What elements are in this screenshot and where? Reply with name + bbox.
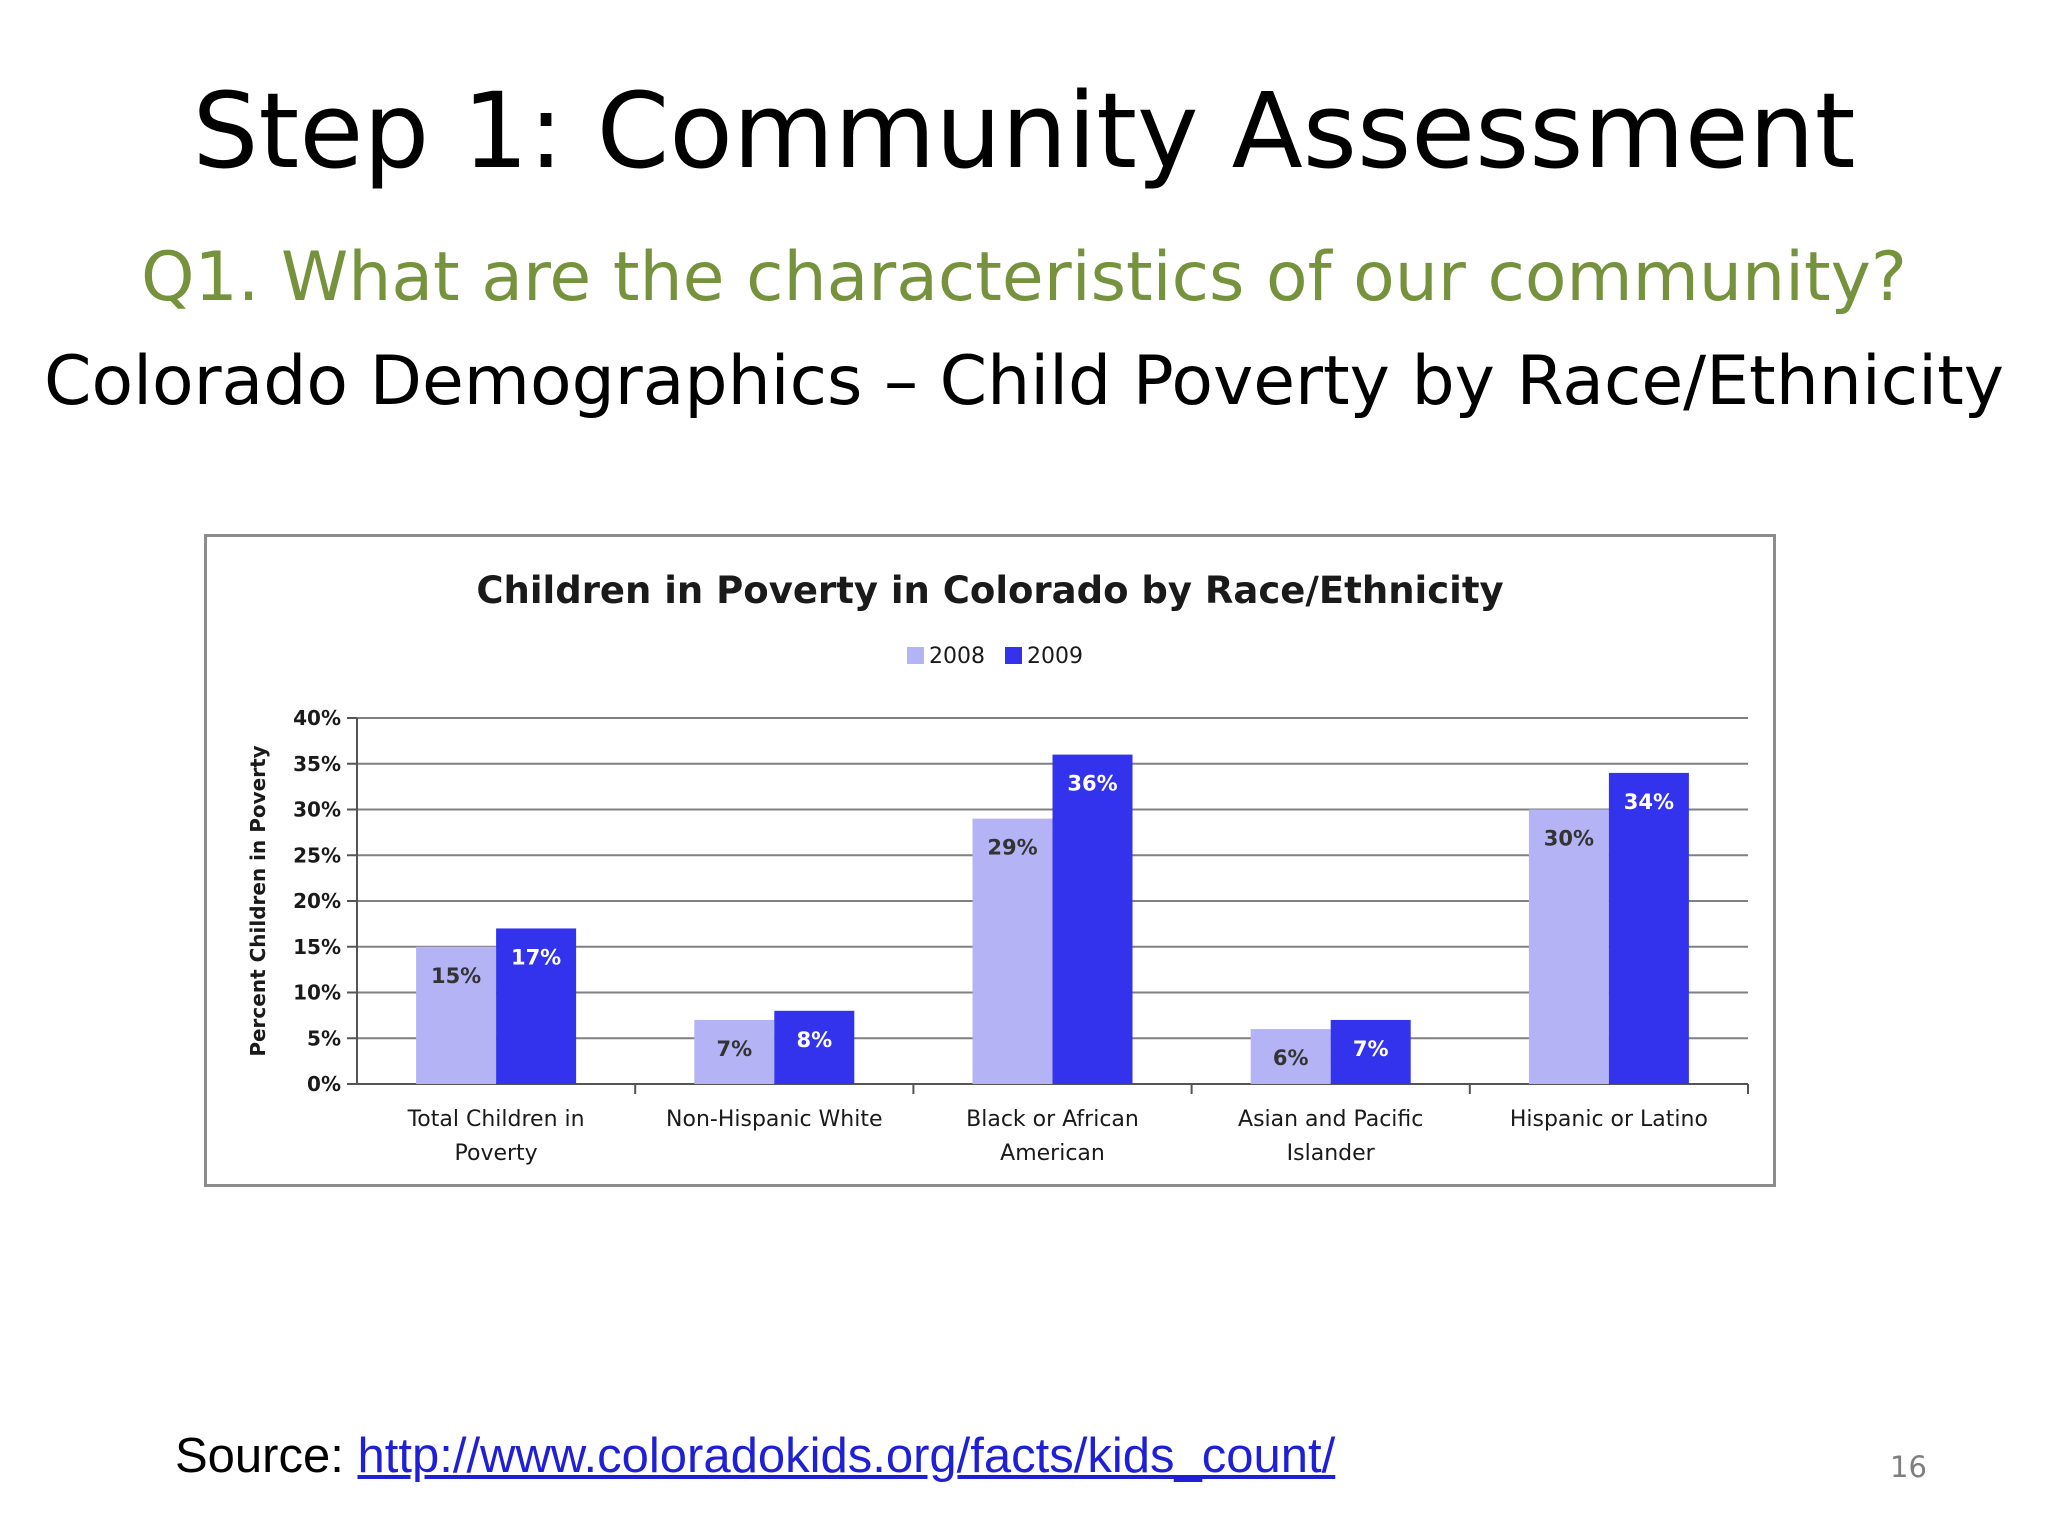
y-tick-label: 15% [293,935,341,959]
y-tick-label: 30% [293,798,341,822]
legend-swatch-2009 [1005,647,1022,664]
data-label-2009-1: 8% [796,1028,832,1052]
x-tick-label: Total Children in [407,1107,585,1132]
bar-2009-3 [1330,1019,1411,1084]
x-tick-label: Poverty [455,1141,538,1166]
slide-heading: Colorado Demographics – Child Poverty by… [44,342,2004,421]
x-tick-label: Asian and Pacific [1238,1107,1423,1132]
source-citation: Source: http://www.coloradokids.org/fact… [175,1428,1335,1484]
x-tick-label: Non-Hispanic White [666,1107,882,1132]
data-label-2009-0: 17% [511,945,561,969]
y-axis-title: Percent Children in Poverty [246,745,270,1056]
bar-2009-1 [774,1010,855,1084]
data-label-2008-2: 29% [987,836,1037,860]
bar-2009-2 [1052,754,1133,1084]
poverty-bar-chart: Children in Poverty in Colorado by Race/… [246,569,1749,1166]
bar-2009-0 [496,928,577,1084]
data-label-2009-4: 34% [1624,790,1674,814]
slide-subtitle: Q1. What are the characteristics of our … [140,238,1907,317]
y-tick-label: 35% [293,752,341,776]
bar-2008-1 [694,1019,775,1084]
x-tick-label: Islander [1287,1141,1376,1166]
slide-number: 16 [1890,1450,1927,1484]
data-label-2008-4: 30% [1544,827,1594,851]
y-tick-label: 5% [307,1026,341,1050]
source-label: Source: [175,1429,358,1483]
y-tick-label: 0% [307,1072,341,1096]
y-tick-label: 40% [293,706,341,730]
bar-2008-3 [1250,1029,1331,1084]
data-label-2009-2: 36% [1067,772,1117,796]
bar-2008-4 [1528,809,1609,1084]
data-label-2008-3: 6% [1273,1046,1309,1070]
slide-title: Step 1: Community Assessment [192,70,1856,192]
y-tick-label: 20% [293,889,341,913]
x-tick-label: Hispanic or Latino [1510,1107,1708,1132]
data-label-2009-3: 7% [1353,1037,1389,1061]
legend-label-2009: 2009 [1027,644,1083,669]
x-tick-label: American [1000,1141,1105,1166]
bar-2009-4 [1608,772,1689,1084]
bar-2008-2 [972,818,1053,1084]
source-link[interactable]: http://www.coloradokids.org/facts/kids_c… [357,1429,1336,1483]
y-tick-label: 10% [293,981,341,1005]
bar-2008-0 [416,946,497,1084]
y-tick-label: 25% [293,843,341,867]
legend-label-2008: 2008 [929,644,985,669]
data-label-2008-1: 7% [716,1037,752,1061]
data-label-2008-0: 15% [431,964,481,988]
chart-frame: Children in Poverty in Colorado by Race/… [204,534,1776,1187]
x-tick-label: Black or African [966,1107,1139,1132]
legend-swatch-2008 [907,647,924,664]
chart-title: Children in Poverty in Colorado by Race/… [476,569,1503,612]
